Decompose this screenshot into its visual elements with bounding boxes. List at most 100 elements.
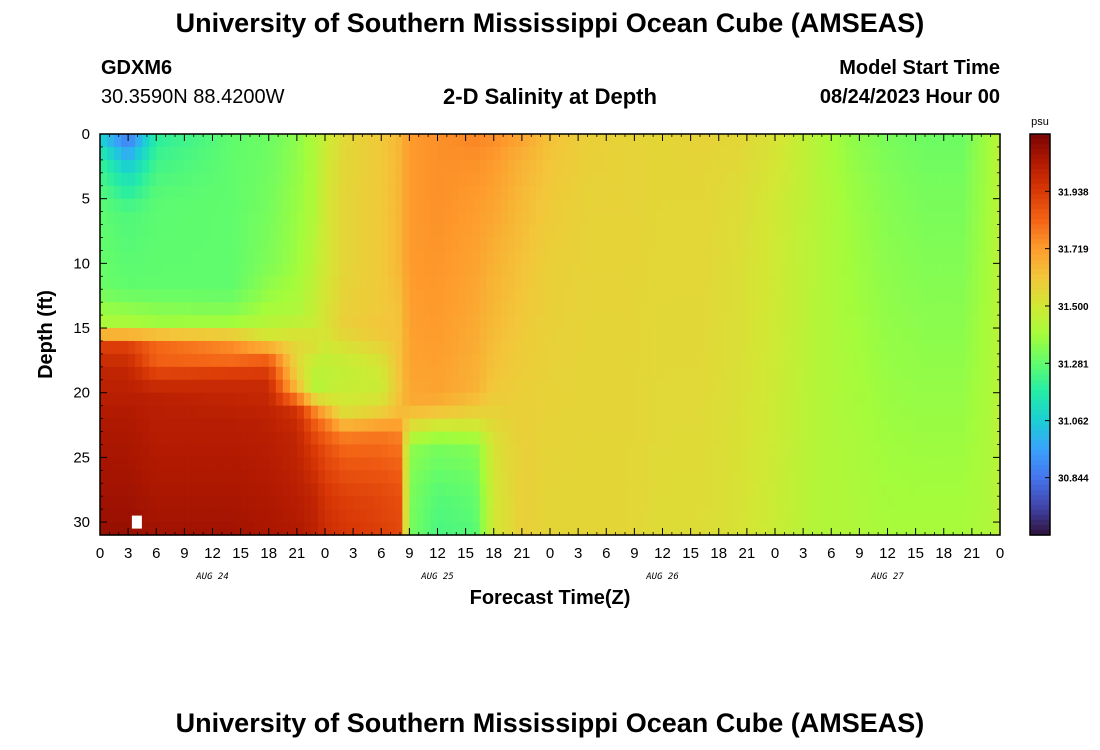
heatmap-cell [985,276,994,290]
heatmap-cell [191,328,200,342]
heatmap-cell [985,418,994,433]
heatmap-cell [915,250,924,264]
heatmap-cell [360,172,368,187]
heatmap-cell [704,263,713,277]
heatmap-cell [599,302,607,316]
heatmap-cell [423,431,432,446]
heatmap-cell [374,431,382,446]
heatmap-cell [978,522,987,536]
heatmap-cell [641,185,650,200]
heatmap-cell [992,392,1001,407]
heatmap-cell [514,379,523,394]
heatmap-cell [212,328,221,342]
heatmap-cell [156,340,164,355]
heatmap-cell [690,315,699,329]
heatmap-cell [760,522,769,536]
heatmap-cell [310,392,319,407]
heatmap-cell [613,237,621,252]
heatmap-cell [121,470,129,484]
heatmap-cell [880,496,889,510]
heatmap-cell [922,328,931,342]
heatmap-cell [746,444,755,458]
heatmap-cell [542,366,551,381]
heatmap-cell [296,263,305,277]
heatmap-cell [353,276,361,290]
heatmap-cell [725,211,734,226]
heatmap-cell [669,315,678,329]
heatmap-cell [360,185,368,200]
heatmap-cell [915,431,924,446]
heatmap-cell [627,509,635,523]
heatmap-cell [908,250,917,264]
heatmap-cell [219,353,228,368]
x-tick-label: 12 [429,545,446,562]
heatmap-cell [332,418,340,433]
heatmap-cell [634,276,643,290]
heatmap-cell [929,328,938,342]
heatmap-cell [613,198,621,213]
heatmap-cell [346,263,354,277]
heatmap-cell [922,159,931,174]
heatmap-cell [964,483,973,497]
colorbar-segment [1030,174,1050,180]
heatmap-cell [796,237,804,252]
heatmap-cell [732,146,741,161]
heatmap-cell [212,302,221,316]
heatmap-cell [887,276,896,290]
heatmap-cell [212,405,221,420]
heatmap-cell [170,340,178,355]
heatmap-cell [627,470,635,484]
heatmap-cell [528,366,537,381]
heatmap-cell [149,224,157,239]
heatmap-cell [915,340,924,355]
heatmap-cell [409,392,418,407]
heatmap-cell [205,146,214,161]
heatmap-cell [803,470,811,484]
heatmap-cell [535,276,544,290]
heatmap-cell [985,172,994,187]
heatmap-cell [606,418,614,433]
heatmap-cell [240,315,249,329]
heatmap-cell [296,366,305,381]
heatmap-cell [655,315,664,329]
heatmap-cell [550,431,558,446]
heatmap-cell [416,379,425,394]
heatmap-cell [521,405,530,420]
heatmap-cell [367,509,375,523]
heatmap-cell [732,483,741,497]
heatmap-cell [310,444,319,458]
heatmap-cell [803,418,811,433]
heatmap-cell [662,392,671,407]
heatmap-cell [310,470,319,484]
heatmap-cell [163,263,171,277]
heatmap-cell [388,379,396,394]
heatmap-cell [395,211,403,226]
heatmap-cell [317,172,326,187]
heatmap-cell [782,302,790,316]
heatmap-cell [634,198,643,213]
heatmap-cell [992,224,1001,239]
heatmap-cell [493,405,502,420]
heatmap-cell [880,172,889,187]
heatmap-cell [135,392,143,407]
heatmap-cell [845,328,853,342]
heatmap-cell [971,379,980,394]
heatmap-cell [367,405,375,420]
heatmap-cell [261,224,270,239]
heatmap-cell [789,198,797,213]
heatmap-cell [458,224,467,239]
heatmap-cell [233,418,242,433]
heatmap-cell [571,431,579,446]
heatmap-cell [465,444,474,458]
heatmap-cell [317,134,326,148]
heatmap-cell [388,366,396,381]
heatmap-cell [796,444,804,458]
heatmap-cell [261,315,270,329]
colorbar-segment [1030,264,1050,270]
heatmap-cell [296,496,305,510]
heatmap-cell [971,483,980,497]
heatmap-cell [929,211,938,226]
heatmap-cell [655,328,664,342]
heatmap-cell [718,509,727,523]
heatmap-cell [585,289,593,303]
